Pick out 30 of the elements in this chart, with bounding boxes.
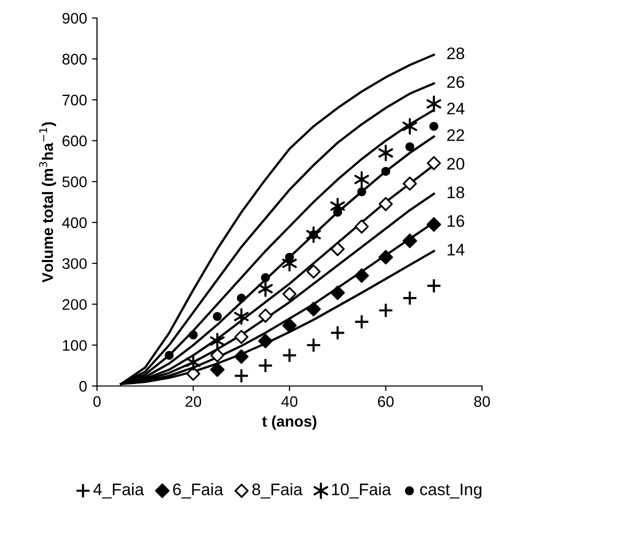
y-tick-label: 400 — [62, 217, 87, 228]
y-tick-label: 700 — [62, 94, 87, 106]
series-label: 18 — [448, 186, 464, 198]
y-tick-label: 900 — [62, 12, 87, 24]
legend-label: cast_Ing — [420, 484, 482, 499]
series-label: 28 — [447, 47, 464, 60]
x-tick-label: 0 — [93, 396, 101, 407]
series-label: 16 — [448, 215, 464, 227]
legend-label: 6_Faia — [173, 483, 224, 498]
y-tick-label: 300 — [62, 258, 87, 270]
legend-label: 10_Faia — [332, 483, 392, 498]
series-label: 20 — [447, 158, 464, 170]
legend-label: 8_Faia — [252, 483, 303, 498]
y-axis-title: Volume total (m$^{3}$ha$^{−1}$) — [39, 122, 56, 283]
y-tick-label: 0 — [79, 380, 87, 392]
series-label: 22 — [447, 129, 464, 141]
x-tick-label: 80 — [474, 396, 490, 407]
x-tick-label: 60 — [378, 396, 394, 407]
y-tick-label: 800 — [62, 54, 87, 65]
series-label: 14 — [448, 244, 464, 256]
series-label: 26 — [447, 76, 464, 88]
y-tick-label: 100 — [62, 340, 87, 351]
series-label: 24 — [447, 102, 464, 114]
y-tick-label: 600 — [62, 136, 87, 146]
y-tick-label: 500 — [62, 176, 87, 188]
x-axis-title: t (anos) — [262, 416, 316, 430]
legend-label: 4_Faia — [93, 483, 144, 498]
y-tick-label: 200 — [62, 299, 87, 310]
x-tick-label: 40 — [281, 396, 298, 407]
x-tick-label: 20 — [186, 396, 202, 407]
